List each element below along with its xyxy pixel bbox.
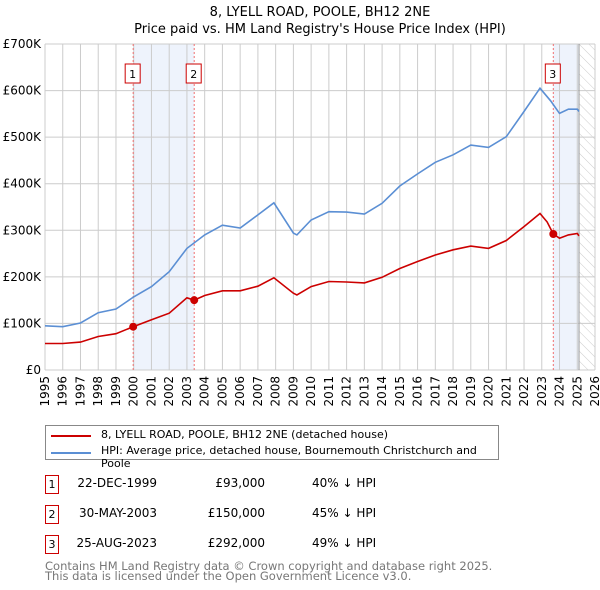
sale-point (549, 230, 558, 239)
sale-date: 30-MAY-2003 (78, 506, 157, 520)
sale-price: £150,000 (207, 506, 265, 520)
x-tick-label: 2016 (411, 376, 425, 407)
x-tick-label: 2026 (588, 376, 600, 407)
sale-label: 3 (549, 68, 556, 81)
x-tick-label: 2023 (535, 376, 549, 407)
chart-title: 8, LYELL ROAD, POOLE, BH12 2NE (210, 5, 431, 20)
forecast-hatch (579, 44, 595, 370)
sale-date: 22-DEC-1999 (77, 476, 157, 490)
sale-point (190, 296, 199, 305)
shaded-period (133, 44, 195, 370)
x-tick-label: 2015 (393, 376, 407, 407)
x-tick-label: 1998 (91, 376, 105, 407)
x-tick-label: 2003 (180, 376, 194, 407)
y-tick-label: £100K (3, 316, 43, 330)
sale-hpi-diff: 45% ↓ HPI (312, 506, 377, 520)
x-tick-label: 2002 (162, 376, 176, 407)
sale-label-box (185, 63, 202, 84)
y-tick-label: £400K (3, 177, 43, 191)
x-tick-label: 2012 (340, 376, 354, 407)
sale-point (129, 322, 138, 331)
x-tick-label: 2013 (357, 376, 371, 407)
legend: 8, LYELL ROAD, POOLE, BH12 2NE (detached… (45, 425, 499, 470)
sale-label: 2 (190, 68, 197, 81)
x-tick-label: 2009 (286, 376, 300, 407)
price-chart: 8, LYELL ROAD, POOLE, BH12 2NE Price pai… (3, 5, 600, 407)
x-tick-label: 2019 (464, 376, 478, 407)
sale-hpi-diff: 49% ↓ HPI (312, 536, 377, 550)
x-tick-label: 2024 (553, 376, 567, 407)
chart-subtitle: Price paid vs. HM Land Registry's House … (134, 22, 506, 37)
sale-label-box (544, 63, 561, 84)
x-tick-label: 1999 (109, 376, 123, 407)
shaded-period (553, 44, 580, 370)
x-tick-label: 2020 (482, 376, 496, 407)
x-tick-label: 2018 (446, 376, 460, 407)
x-tick-label: 2014 (375, 376, 389, 407)
sale-date: 25-AUG-2023 (76, 536, 158, 550)
x-tick-label: 2010 (304, 376, 318, 407)
sale-hpi-diff: 40% ↓ HPI (312, 476, 377, 490)
y-tick-label: £0 (26, 363, 41, 377)
x-tick-label: 1997 (73, 376, 87, 407)
x-tick-label: 2000 (127, 376, 141, 407)
footer-copyright: Contains HM Land Registry data © Crown c… (45, 559, 493, 573)
footer-licence: This data is licensed under the Open Gov… (45, 569, 412, 583)
sale-badge: 1 (45, 475, 59, 494)
sale-price: £93,000 (215, 476, 265, 490)
sale-badge: 2 (45, 505, 59, 524)
x-tick-label: 2008 (269, 376, 283, 407)
x-tick-label: 2007 (251, 376, 265, 407)
x-tick-label: 2006 (233, 376, 247, 407)
x-tick-label: 2017 (428, 376, 442, 407)
x-tick-label: 2011 (322, 376, 336, 407)
sale-badge: 3 (45, 535, 59, 554)
x-tick-label: 2005 (215, 376, 229, 407)
y-tick-label: £700K (3, 37, 43, 51)
x-tick-label: 1995 (38, 376, 52, 407)
series-line (44, 86, 580, 328)
x-tick-label: 2004 (198, 376, 212, 407)
x-tick-label: 2001 (144, 376, 158, 407)
sale-price: £292,000 (207, 536, 265, 550)
legend-hpi-swatch (51, 452, 91, 454)
y-tick-label: £300K (3, 223, 43, 237)
legend-hpi-label: HPI: Average price, detached house, Bour… (101, 444, 477, 470)
y-tick-label: £600K (3, 84, 43, 98)
sale-label-box (124, 63, 141, 84)
series-line (45, 212, 580, 345)
legend-property-label: 8, LYELL ROAD, POOLE, BH12 2NE (detached… (101, 428, 389, 441)
x-tick-label: 2021 (499, 376, 513, 407)
x-tick-label: 2025 (570, 376, 584, 407)
x-tick-label: 2022 (517, 376, 531, 407)
x-tick-label: 1996 (56, 376, 70, 407)
sale-label: 1 (129, 68, 136, 81)
legend-property-swatch (51, 435, 91, 437)
y-tick-label: £200K (3, 270, 43, 284)
y-tick-label: £500K (3, 130, 43, 144)
